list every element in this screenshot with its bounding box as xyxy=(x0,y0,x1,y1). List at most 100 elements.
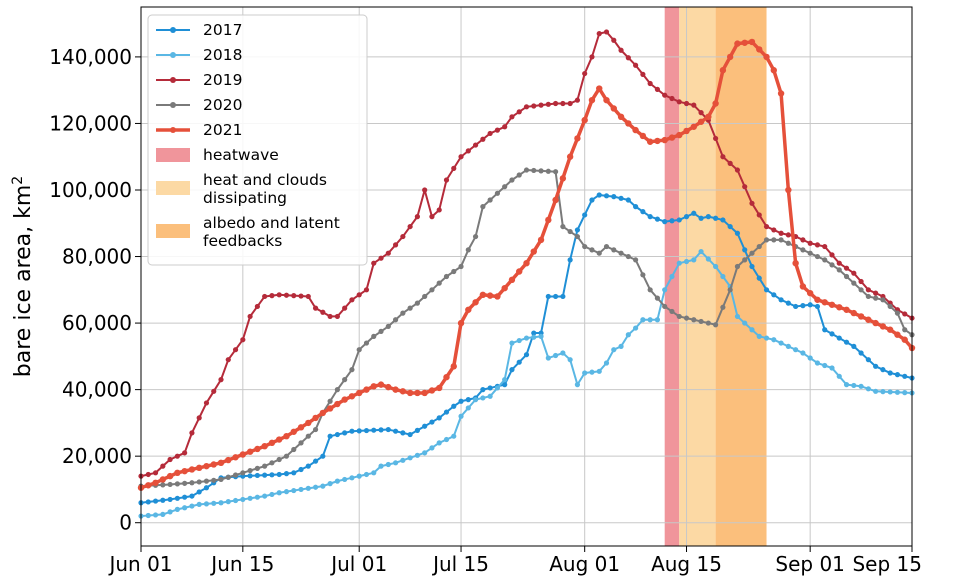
data-point xyxy=(647,317,653,323)
data-point xyxy=(254,303,260,310)
data-point xyxy=(203,400,210,406)
data-point xyxy=(472,299,479,306)
data-point xyxy=(596,368,602,374)
data-point xyxy=(647,214,653,220)
data-point xyxy=(857,313,865,320)
data-point xyxy=(763,335,770,341)
data-point xyxy=(218,476,224,483)
data-point xyxy=(400,310,406,316)
data-point xyxy=(552,100,559,107)
data-point xyxy=(814,242,821,248)
legend-label: 2020 xyxy=(203,96,242,114)
legend-item-2020: 2020 xyxy=(156,96,242,114)
data-point xyxy=(720,217,726,223)
data-point xyxy=(668,134,676,141)
data-point xyxy=(371,260,377,266)
data-point xyxy=(429,419,435,425)
data-point xyxy=(320,309,326,315)
data-point xyxy=(174,495,180,501)
data-point xyxy=(429,445,435,451)
data-point xyxy=(276,490,282,496)
x-tick-label: Sep 15 xyxy=(852,552,922,576)
data-point xyxy=(741,39,748,46)
data-point xyxy=(887,389,893,395)
data-point xyxy=(195,464,203,472)
data-point xyxy=(712,100,719,107)
data-point xyxy=(217,459,225,467)
data-point xyxy=(734,313,741,320)
data-point xyxy=(698,318,704,325)
data-point xyxy=(639,132,647,140)
data-point xyxy=(836,335,842,341)
data-point xyxy=(254,465,260,471)
data-point xyxy=(654,86,661,92)
data-point xyxy=(589,247,595,253)
data-point xyxy=(182,480,188,486)
data-point xyxy=(690,123,697,130)
data-point xyxy=(371,470,377,476)
data-point xyxy=(262,493,268,499)
data-point xyxy=(843,306,850,313)
y-tick-label: 40,000 xyxy=(62,378,132,402)
data-point xyxy=(167,509,173,515)
data-point xyxy=(502,377,508,383)
period-bands xyxy=(664,7,767,546)
data-point xyxy=(894,331,901,338)
legend-label: 2019 xyxy=(203,71,242,89)
data-point xyxy=(771,227,777,233)
data-point xyxy=(334,313,340,320)
series-2020 xyxy=(138,167,915,489)
data-point xyxy=(167,481,173,488)
data-point xyxy=(377,381,385,388)
data-point xyxy=(603,360,610,366)
data-point xyxy=(720,154,726,160)
data-point xyxy=(778,340,784,346)
data-point xyxy=(880,367,886,373)
data-point xyxy=(291,446,297,453)
data-point xyxy=(800,237,806,243)
data-point xyxy=(189,503,195,509)
data-point xyxy=(189,430,195,436)
data-point xyxy=(247,313,253,320)
data-point xyxy=(414,214,420,220)
data-point xyxy=(486,292,494,299)
data-point xyxy=(371,333,377,339)
data-point xyxy=(713,263,719,270)
data-point xyxy=(523,104,530,110)
data-point xyxy=(698,248,704,255)
data-point xyxy=(771,337,777,343)
data-point xyxy=(291,293,297,299)
data-point xyxy=(247,473,253,479)
data-point xyxy=(749,250,755,256)
data-point xyxy=(763,287,770,293)
data-point xyxy=(392,242,399,248)
data-point xyxy=(770,67,777,74)
data-point xyxy=(567,100,573,107)
legend-marker xyxy=(170,127,176,133)
y-tick-label: 20,000 xyxy=(62,444,132,468)
data-point xyxy=(225,474,231,480)
data-point xyxy=(400,457,406,463)
data-point xyxy=(654,295,661,301)
data-point xyxy=(246,448,254,455)
data-point xyxy=(240,470,246,476)
data-point xyxy=(516,359,522,365)
data-point xyxy=(465,397,471,403)
data-point xyxy=(174,506,180,512)
data-point xyxy=(334,431,340,438)
data-point xyxy=(174,469,181,476)
data-point xyxy=(676,131,683,139)
data-point xyxy=(349,367,355,373)
data-point xyxy=(327,398,333,404)
data-point xyxy=(516,109,522,115)
legend-swatch xyxy=(156,148,190,162)
data-point xyxy=(872,319,879,327)
data-point xyxy=(902,373,908,379)
data-point xyxy=(458,413,464,419)
data-point xyxy=(873,388,879,394)
data-point xyxy=(734,40,741,47)
legend-marker xyxy=(170,52,176,58)
data-point xyxy=(428,387,436,394)
data-point xyxy=(552,352,559,359)
data-point xyxy=(363,427,370,434)
